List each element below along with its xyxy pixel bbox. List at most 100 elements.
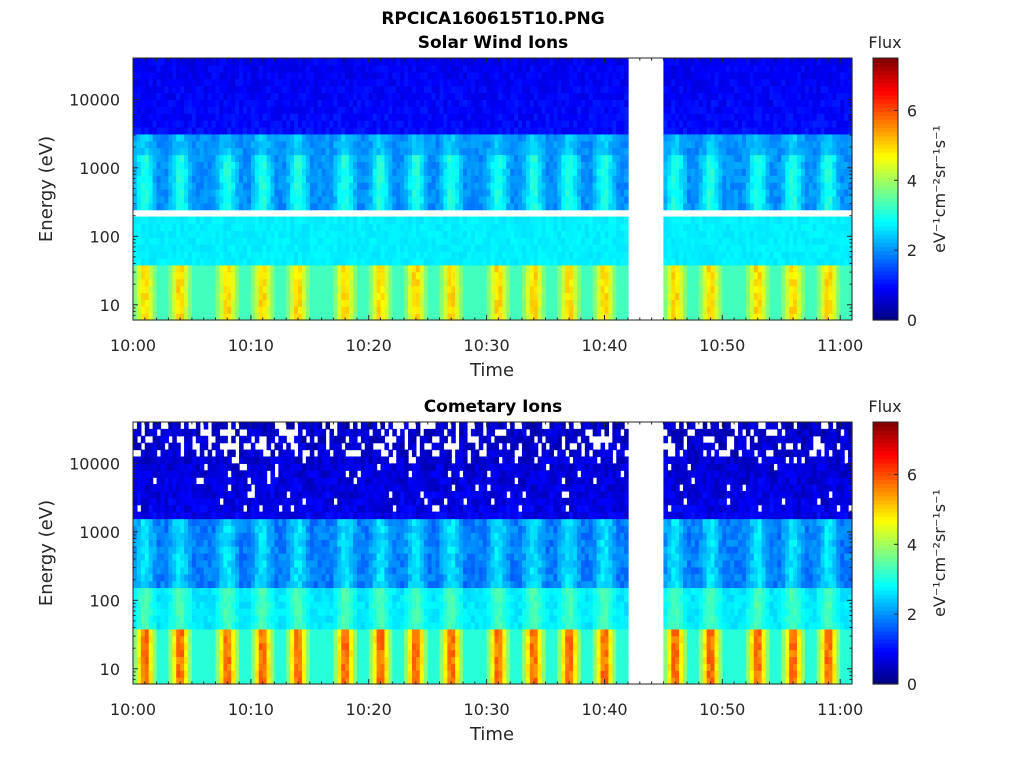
heatmap-cell xyxy=(753,251,759,259)
heatmap-cell xyxy=(415,292,421,300)
heatmap-cell xyxy=(172,306,177,314)
heatmap-cell xyxy=(679,299,684,307)
heatmap-cell xyxy=(698,230,704,238)
heatmap-cell xyxy=(415,223,421,231)
heatmap-cell xyxy=(722,189,727,197)
heatmap-cell xyxy=(325,223,331,231)
heatmap-cell xyxy=(832,306,837,314)
heatmap-cell xyxy=(207,175,213,183)
heatmap-cell xyxy=(482,244,488,252)
heatmap-cell xyxy=(341,195,346,204)
heatmap-cell xyxy=(443,140,448,149)
heatmap-cell xyxy=(749,278,755,287)
heatmap-cell xyxy=(274,168,279,176)
heatmap-cell xyxy=(408,113,413,121)
heatmap-cell xyxy=(683,230,688,238)
heatmap-cell xyxy=(525,306,531,314)
heatmap-cell xyxy=(529,251,535,259)
heatmap-cell xyxy=(356,120,362,128)
heatmap-cell xyxy=(620,223,625,231)
heatmap-cell xyxy=(211,147,217,156)
heatmap-cell xyxy=(836,299,841,307)
heatmap-cell xyxy=(734,216,739,225)
heatmap-cell xyxy=(156,202,162,211)
heatmap-cell xyxy=(600,154,606,163)
heatmap-cell xyxy=(706,126,712,135)
heatmap-cell xyxy=(584,285,590,294)
heatmap-cell xyxy=(243,257,248,266)
heatmap-cell xyxy=(337,126,342,135)
heatmap-cell xyxy=(207,244,213,252)
heatmap-cell xyxy=(451,244,456,252)
heatmap-cell xyxy=(427,147,433,156)
heatmap-cell xyxy=(250,264,256,273)
heatmap-cell xyxy=(180,285,185,294)
heatmap-cell xyxy=(714,285,720,294)
heatmap-cell xyxy=(270,202,276,211)
heatmap-cell xyxy=(286,257,291,266)
heatmap-cell xyxy=(372,244,378,252)
heatmap-cell xyxy=(203,299,209,307)
heatmap-cell xyxy=(781,140,786,149)
heatmap-cell xyxy=(164,285,169,294)
heatmap-cell xyxy=(848,133,853,142)
heatmap-cell xyxy=(773,140,778,149)
heatmap-cell xyxy=(510,223,515,231)
heatmap-cell xyxy=(800,292,806,300)
heatmap-cell xyxy=(573,306,578,314)
heatmap-cell xyxy=(525,223,531,231)
heatmap-cell xyxy=(498,161,503,169)
heatmap-cell xyxy=(796,285,802,294)
heatmap-cell xyxy=(671,140,676,149)
heatmap-cell xyxy=(592,147,598,156)
heatmap-cell xyxy=(773,292,778,300)
heatmap-cell xyxy=(584,251,590,259)
heatmap-cell xyxy=(683,313,688,321)
heatmap-cell xyxy=(290,306,295,314)
heatmap-cell xyxy=(435,202,441,211)
heatmap-cell xyxy=(203,161,209,169)
heatmap-cell xyxy=(353,133,358,142)
heatmap-cell xyxy=(671,306,676,314)
heatmap-cell xyxy=(836,292,841,300)
heatmap-cell xyxy=(439,251,444,259)
heatmap-cell xyxy=(388,278,393,287)
heatmap-cell xyxy=(199,306,205,314)
heatmap-cell xyxy=(207,168,213,176)
heatmap-cell xyxy=(270,182,276,190)
heatmap-cell xyxy=(215,140,221,149)
heatmap-cell xyxy=(364,182,370,190)
heatmap-cell xyxy=(828,133,833,142)
heatmap-cell xyxy=(667,175,672,183)
heatmap-cell xyxy=(298,257,303,266)
heatmap-cell xyxy=(290,182,295,190)
heatmap-cell xyxy=(600,175,606,183)
heatmap-cell xyxy=(140,195,146,204)
heatmap-cell xyxy=(415,299,421,307)
heatmap-cell xyxy=(604,133,610,142)
heatmap-cell xyxy=(278,257,283,266)
heatmap-cell xyxy=(317,299,323,307)
heatmap-cell xyxy=(690,182,696,190)
heatmap-cell xyxy=(588,195,594,204)
heatmap-cell xyxy=(820,244,826,252)
heatmap-cell xyxy=(565,230,570,238)
heatmap-cell xyxy=(321,216,327,225)
heatmap-cell xyxy=(309,271,315,280)
heatmap-cell xyxy=(749,189,755,197)
heatmap-cell xyxy=(290,216,295,225)
heatmap-cell xyxy=(215,195,221,204)
heatmap-cell xyxy=(239,278,244,287)
heatmap-cell xyxy=(404,140,409,149)
heatmap-cell xyxy=(514,251,519,259)
heatmap-cell xyxy=(136,126,142,135)
heatmap-cell xyxy=(364,313,370,321)
heatmap-cell xyxy=(812,195,818,204)
heatmap-cell xyxy=(749,133,755,142)
heatmap-cell xyxy=(769,299,775,307)
heatmap-cell xyxy=(824,271,830,280)
heatmap-cell xyxy=(785,278,790,287)
heatmap-cell xyxy=(608,175,613,183)
heatmap-cell xyxy=(140,292,146,300)
heatmap-cell xyxy=(690,278,696,287)
